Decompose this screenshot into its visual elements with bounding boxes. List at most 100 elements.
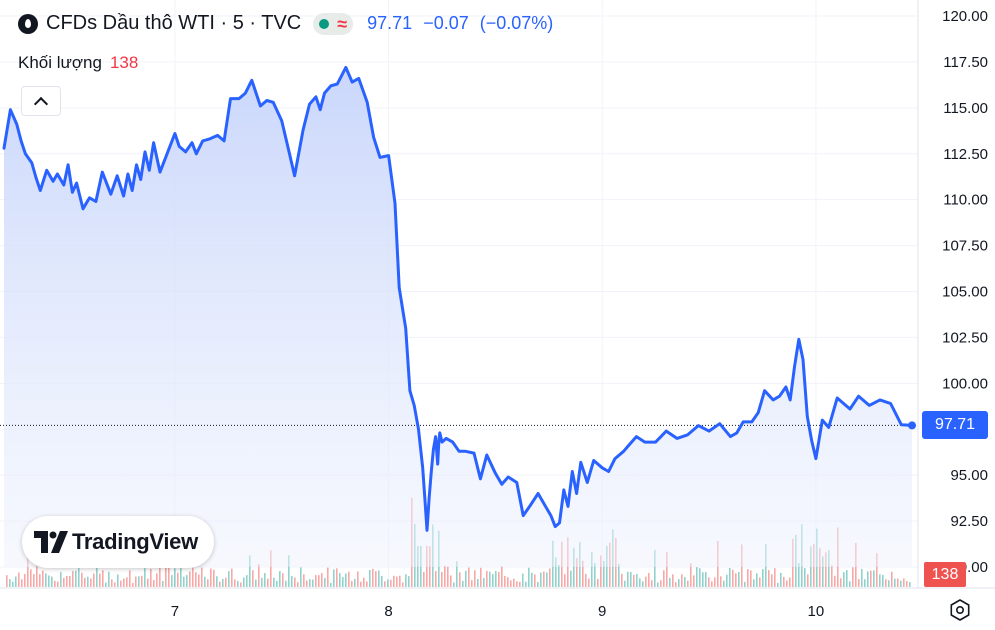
price-tick-label: 105.00: [942, 284, 988, 301]
volume-bar: [393, 575, 395, 587]
volume-bar: [39, 574, 41, 587]
volume-bar: [819, 548, 821, 587]
collapse-legend-button[interactable]: [21, 86, 61, 116]
volume-bar: [213, 569, 215, 587]
price-change-percent: (−0.07%): [479, 13, 554, 33]
volume-bar: [546, 572, 548, 587]
volume-bar: [57, 581, 59, 587]
volume-bar: [12, 581, 14, 587]
volume-bar: [486, 570, 488, 587]
volume-bar: [534, 574, 536, 587]
price-area-fill: [4, 67, 912, 568]
volume-bar: [504, 575, 506, 587]
volume-bar: [9, 579, 11, 587]
volume-bar: [735, 573, 737, 587]
volume-bar: [852, 567, 854, 587]
volume-bar: [849, 581, 851, 587]
volume-bar: [270, 550, 272, 587]
volume-bar: [747, 569, 749, 587]
volume-bar: [483, 577, 485, 587]
volume-bar: [153, 580, 155, 587]
volume-bar: [624, 580, 626, 587]
volume-bar: [255, 579, 257, 587]
volume-bar: [459, 572, 461, 587]
volume-bar: [141, 575, 143, 587]
volume-bar: [51, 576, 53, 587]
volume-bar: [444, 565, 446, 587]
volume-bar: [240, 582, 242, 587]
time-axis[interactable]: 7 8 9 10: [171, 603, 824, 620]
volume-bar: [312, 579, 314, 587]
volume-bar: [399, 575, 401, 587]
volume-label[interactable]: Khối lượng: [18, 53, 102, 72]
price-axis[interactable]: 120.00 117.50 115.00 112.50 110.00 107.50 105.…: [942, 8, 988, 576]
volume-bar: [687, 580, 689, 587]
settings-icon: [950, 599, 970, 621]
volume-bar: [66, 575, 68, 587]
volume-bar: [858, 579, 860, 587]
volume-bar: [123, 578, 125, 587]
volume-bar: [549, 568, 551, 587]
volume-bar: [351, 581, 353, 587]
volume-bar: [825, 552, 827, 587]
volume-bar: [675, 582, 677, 587]
volume-bar: [828, 550, 830, 587]
volume-bar: [489, 571, 491, 587]
volume-bar: [42, 570, 44, 587]
price-tick-label: 92.50: [950, 513, 988, 530]
chart-settings-button[interactable]: [948, 598, 972, 622]
volume-bar: [78, 568, 80, 587]
volume-bar: [522, 573, 524, 587]
time-tick-label: 10: [808, 603, 825, 620]
volume-bar: [705, 572, 707, 587]
market-open-dot-icon: [319, 18, 330, 29]
volume-bar: [780, 572, 782, 587]
volume-bar: [201, 567, 203, 587]
price-info: 97.71 −0.07 (−0.07%): [367, 13, 559, 34]
volume-bar: [672, 574, 674, 587]
volume-bar: [102, 570, 104, 587]
volume-bar: [888, 580, 890, 587]
volume-bar: [48, 575, 50, 587]
volume-bar: [168, 567, 170, 587]
tradingview-logo[interactable]: TradingView: [22, 516, 214, 568]
volume-bar: [27, 548, 29, 587]
volume-bar: [402, 582, 404, 587]
volume-bar: [210, 568, 212, 587]
volume-bar: [600, 555, 602, 587]
volume-bar: [300, 567, 302, 587]
volume-bar: [450, 575, 452, 587]
volume-bar: [696, 567, 698, 587]
volume-bar: [258, 563, 260, 587]
volume-bar: [342, 577, 344, 587]
volume-bar: [384, 581, 386, 587]
volume-bar: [666, 551, 668, 587]
volume-bar: [138, 576, 140, 587]
volume-bar: [594, 563, 596, 587]
volume-bar: [843, 572, 845, 587]
volume-bar: [732, 569, 734, 587]
volume-tag: 138: [924, 562, 966, 587]
volume-bar: [372, 568, 374, 587]
volume-bar: [162, 581, 164, 587]
volume-bar: [528, 567, 530, 587]
volume-bar: [249, 555, 251, 587]
symbol-title[interactable]: CFDs Dầu thô WTI · 5 · TVC: [46, 12, 302, 34]
volume-bar: [885, 579, 887, 587]
volume-bar: [513, 578, 515, 587]
volume-bar: [447, 566, 449, 587]
volume-bar: [345, 573, 347, 587]
volume-bar: [60, 572, 62, 587]
market-status-badge[interactable]: ≈: [313, 12, 354, 35]
volume-bar: [303, 574, 305, 587]
volume-bar: [678, 579, 680, 587]
price-tick-label: 110.00: [943, 192, 988, 209]
volume-bar: [906, 581, 908, 587]
volume-bar: [75, 570, 77, 587]
volume-bar: [108, 571, 110, 587]
volume-bar: [357, 571, 359, 587]
volume-bar: [798, 563, 800, 587]
volume-bar: [555, 557, 557, 587]
volume-bar: [105, 582, 107, 587]
volume-bar: [246, 575, 248, 587]
